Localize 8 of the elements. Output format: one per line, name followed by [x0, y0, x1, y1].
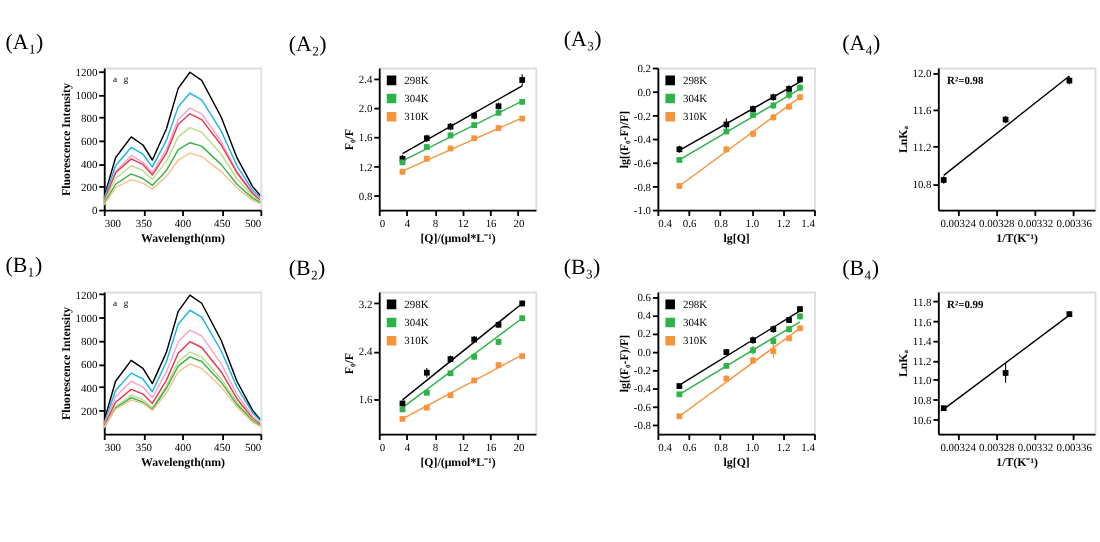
chart-title: (A₃) — [563, 27, 603, 52]
chart-title: (A₂) — [288, 33, 328, 58]
chart-title: (B₁) — [5, 254, 43, 279]
chart-title: (A₄) — [842, 32, 881, 57]
chart-title: (B₄) — [842, 257, 880, 282]
chart-title: (B₃) — [563, 256, 602, 281]
chart-title: (B₂) — [288, 257, 327, 282]
chart-title: (A₁) — [5, 31, 45, 56]
